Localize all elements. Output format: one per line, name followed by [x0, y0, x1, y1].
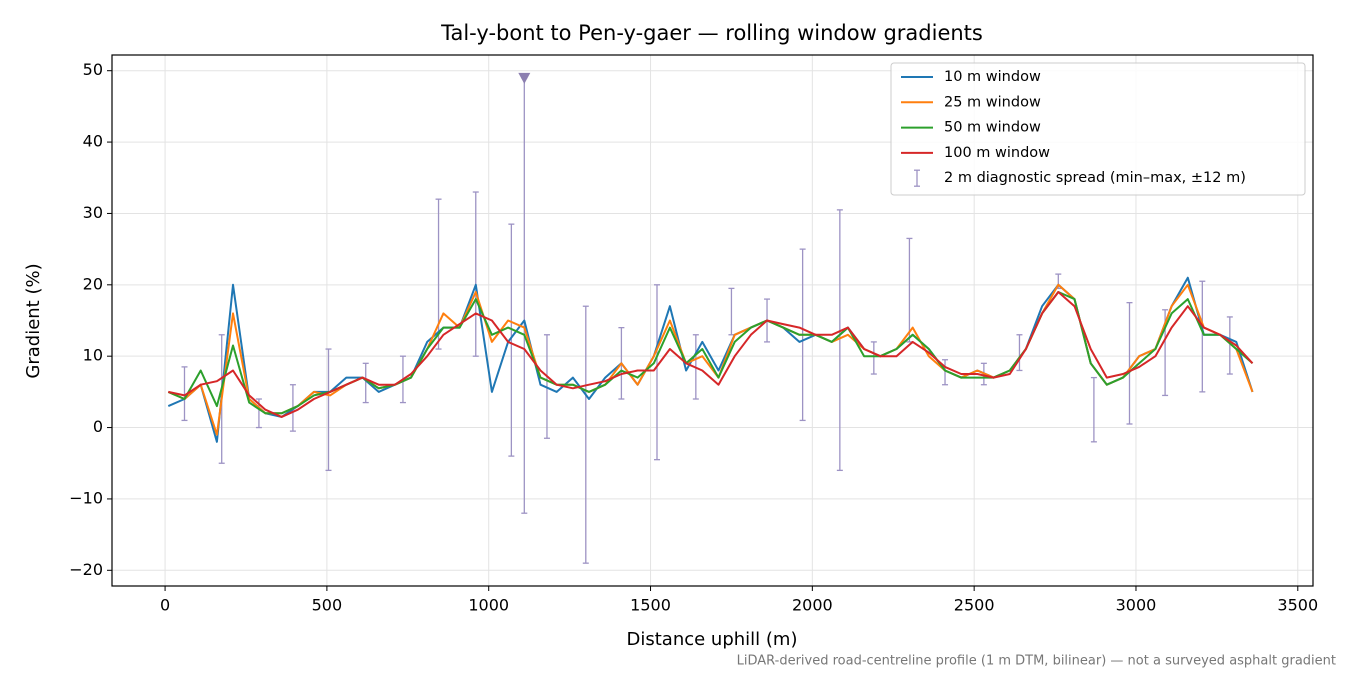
legend-label: 50 m window	[944, 120, 1041, 136]
clip-marker	[518, 72, 531, 84]
x-tick-label: 3500	[1277, 596, 1318, 615]
x-tick-label: 1500	[630, 596, 671, 615]
chart-title: Tal-y-bont to Pen-y-gaer — rolling windo…	[440, 21, 983, 45]
y-tick-label: −10	[69, 488, 103, 507]
x-tick-label: 1000	[468, 596, 509, 615]
x-tick-label: 2500	[954, 596, 995, 615]
x-axis-label: Distance uphill (m)	[627, 629, 798, 650]
legend-label: 10 m window	[944, 69, 1041, 85]
legend-label: 25 m window	[944, 94, 1041, 110]
y-tick-label: 40	[83, 132, 103, 151]
y-axis-label: Gradient (%)	[23, 263, 44, 378]
x-tick-label: 3000	[1116, 596, 1157, 615]
plot-frame	[111, 54, 1314, 587]
x-tick-label: 2000	[792, 596, 833, 615]
y-tick-label: 10	[83, 346, 103, 365]
y-tick-label: 30	[83, 203, 103, 222]
y-tick-label: −20	[69, 560, 103, 579]
x-tick-label: 500	[312, 596, 343, 615]
y-tick-label: 20	[83, 274, 103, 293]
legend-label: 100 m window	[944, 145, 1050, 161]
series-line	[168, 291, 1254, 418]
legend-label: 2 m diagnostic spread (min–max, ±12 m)	[944, 170, 1246, 186]
x-tick-label: 0	[160, 596, 170, 615]
y-tick-label: 0	[93, 417, 103, 436]
legend-box	[890, 62, 1306, 196]
y-tick-label: 50	[83, 60, 103, 79]
legend: 10 m window 25 m window 50 m window 100 m w…	[890, 62, 1306, 196]
footnote: LiDAR-derived road-centreline profile (1…	[737, 654, 1336, 669]
